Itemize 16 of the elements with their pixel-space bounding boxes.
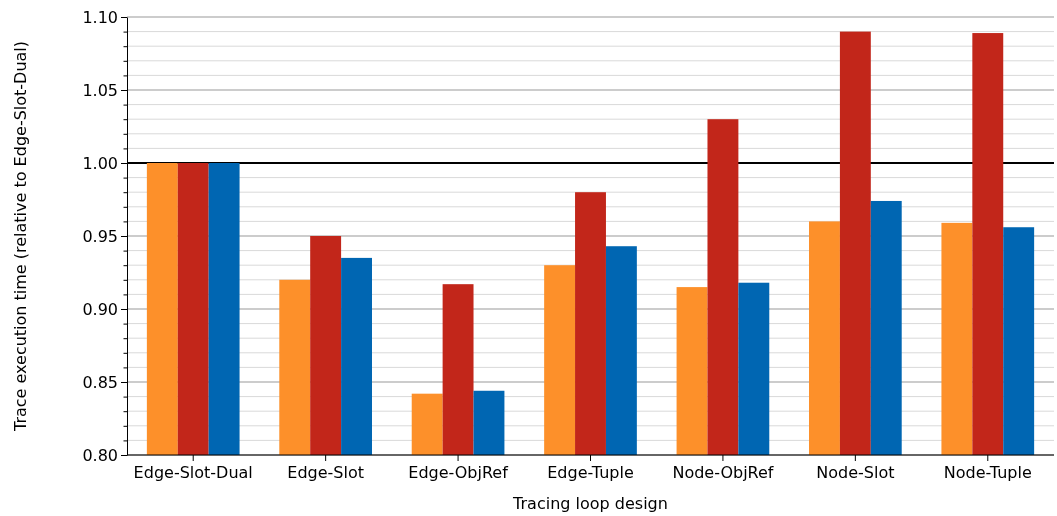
y-tick-label: 1.05 <box>82 80 118 100</box>
x-tick-label: Edge-ObjRef <box>408 463 509 483</box>
x-tick-label: Node-Tuple <box>943 463 1032 483</box>
x-tick-label: Node-Slot <box>816 463 895 483</box>
x-axis-title: Tracing loop design <box>512 494 668 513</box>
y-tick-label: 0.80 <box>82 445 118 465</box>
x-tick-label: Edge-Slot <box>287 463 364 483</box>
y-axis-title: Trace execution time (relative to Edge-Slot-Dual) <box>11 40 30 433</box>
x-tick-label: Node-ObjRef <box>672 463 774 483</box>
x-tick-label: Edge-Tuple <box>547 463 634 483</box>
x-tick-label: Edge-Slot-Dual <box>133 463 253 483</box>
y-tick-label: 1.00 <box>82 153 118 173</box>
y-tick-label: 1.10 <box>82 7 118 27</box>
y-tick-label: 0.90 <box>82 299 118 319</box>
y-tick-label: 0.85 <box>82 372 118 392</box>
y-tick-label: 0.95 <box>82 226 118 246</box>
